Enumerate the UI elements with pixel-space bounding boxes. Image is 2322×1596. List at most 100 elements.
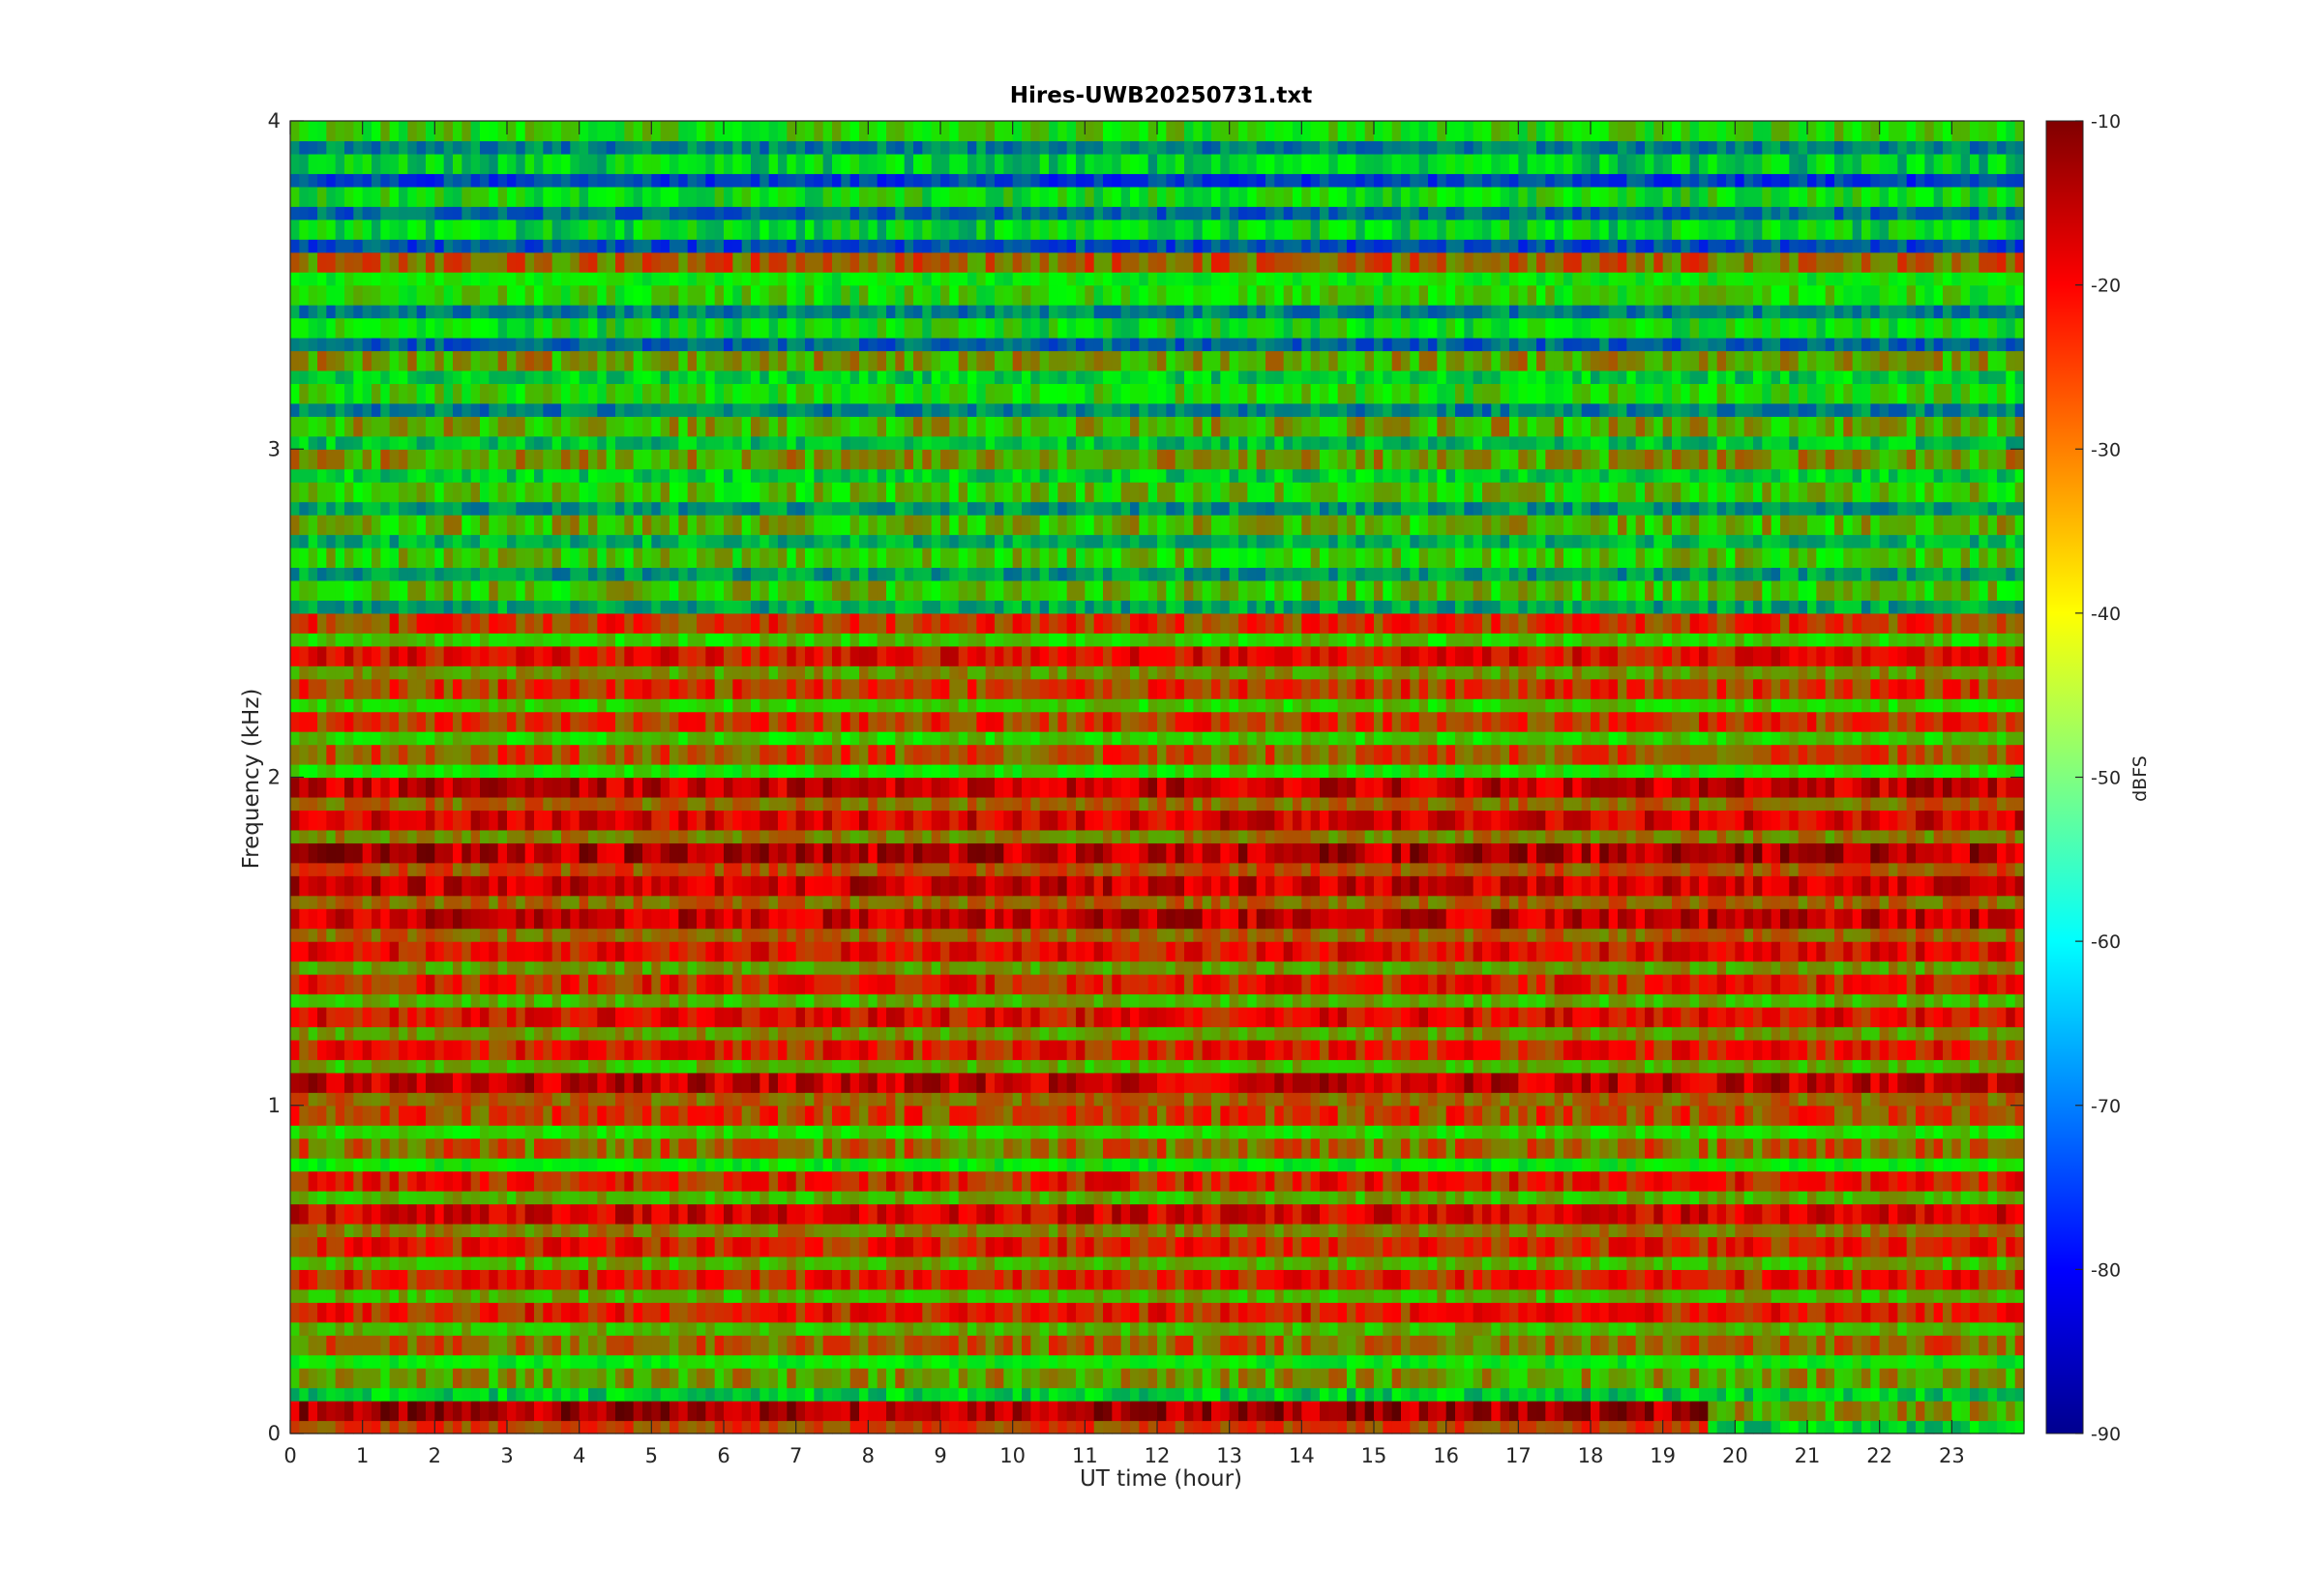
heatmap-cell bbox=[1987, 1059, 1998, 1074]
heatmap-cell bbox=[714, 1092, 725, 1107]
heatmap-cell bbox=[1563, 1388, 1573, 1402]
heatmap-cell bbox=[687, 1158, 698, 1172]
heatmap-cell bbox=[1130, 1092, 1140, 1107]
heatmap-cell bbox=[1184, 1191, 1194, 1205]
heatmap-cell bbox=[805, 1256, 815, 1270]
heatmap-cell bbox=[1591, 1224, 1600, 1238]
heatmap-cell bbox=[299, 1138, 310, 1160]
heatmap-cell bbox=[372, 1368, 381, 1389]
heatmap-cell bbox=[1482, 1125, 1492, 1139]
heatmap-cell bbox=[615, 1236, 625, 1258]
heatmap-cell bbox=[1943, 1256, 1952, 1270]
heatmap-cell bbox=[741, 1092, 752, 1107]
heatmap-cell bbox=[1681, 1072, 1691, 1094]
heatmap-cell bbox=[714, 1421, 725, 1434]
heatmap-cell bbox=[1789, 1059, 1800, 1074]
heatmap-cell bbox=[868, 1355, 878, 1369]
heatmap-cell bbox=[344, 1059, 354, 1074]
heatmap-cell bbox=[1401, 1401, 1411, 1422]
heatmap-cell bbox=[1193, 1236, 1204, 1258]
heatmap-cell bbox=[1599, 1302, 1610, 1323]
heatmap-cell bbox=[1563, 1072, 1573, 1094]
heatmap-cell bbox=[597, 1236, 608, 1258]
heatmap-cell bbox=[1247, 1368, 1258, 1389]
heatmap-cell bbox=[1591, 1006, 1600, 1028]
heatmap-cell bbox=[1716, 1302, 1727, 1323]
heatmap-cell bbox=[1030, 1355, 1041, 1369]
heatmap-cell bbox=[426, 1138, 435, 1160]
heatmap-cell bbox=[426, 1269, 435, 1291]
heatmap-cell bbox=[849, 1170, 860, 1193]
heatmap-cell bbox=[1464, 1059, 1474, 1074]
heatmap-cell bbox=[1653, 1191, 1664, 1205]
heatmap-cell bbox=[1012, 1355, 1023, 1369]
heatmap-cell bbox=[1265, 1092, 1275, 1107]
heatmap-cell bbox=[1012, 1039, 1023, 1061]
heatmap-cell bbox=[551, 1125, 562, 1139]
heatmap-cell bbox=[1482, 1335, 1492, 1356]
heatmap-cell bbox=[1039, 1322, 1050, 1336]
heatmap-cell bbox=[1301, 1191, 1312, 1205]
heatmap-cell bbox=[1410, 1269, 1420, 1291]
heatmap-cell bbox=[985, 1388, 996, 1402]
heatmap-cell bbox=[642, 1092, 652, 1107]
heatmap-cell bbox=[886, 1269, 896, 1291]
heatmap-cell bbox=[1003, 1092, 1014, 1107]
heatmap-cell bbox=[1238, 1269, 1248, 1291]
heatmap-cell bbox=[697, 1191, 706, 1205]
heatmap-cell bbox=[1391, 1059, 1402, 1074]
heatmap-cell bbox=[1301, 1256, 1312, 1270]
heatmap-cell bbox=[1401, 1191, 1411, 1205]
heatmap-cell bbox=[1834, 1355, 1844, 1369]
heatmap-cell bbox=[1301, 1072, 1312, 1094]
heatmap-cell bbox=[399, 1335, 408, 1356]
heatmap-cell bbox=[1418, 1027, 1429, 1041]
heatmap-cell bbox=[768, 1158, 779, 1172]
heatmap-cell bbox=[1039, 1105, 1050, 1127]
heatmap-cell bbox=[940, 1170, 950, 1193]
heatmap-cell bbox=[795, 1388, 806, 1402]
heatmap-cell bbox=[1924, 1059, 1935, 1074]
heatmap-cell bbox=[1852, 1368, 1862, 1389]
heatmap-cell bbox=[633, 1224, 643, 1238]
heatmap-cell bbox=[759, 1158, 770, 1172]
heatmap-cell bbox=[705, 1388, 716, 1402]
heatmap-cell bbox=[470, 1125, 481, 1139]
heatmap-cell bbox=[1066, 1072, 1077, 1094]
heatmap-cell bbox=[913, 1335, 923, 1356]
heatmap-cell bbox=[1066, 1027, 1077, 1041]
heatmap-cell bbox=[1889, 1138, 1898, 1160]
heatmap-cell bbox=[732, 1170, 743, 1193]
heatmap-cell bbox=[1391, 1105, 1402, 1127]
heatmap-cell bbox=[931, 1191, 941, 1205]
heatmap-cell bbox=[859, 1388, 869, 1402]
heatmap-cell bbox=[534, 1105, 544, 1127]
heatmap-cell bbox=[886, 1027, 896, 1041]
heatmap-cell bbox=[1364, 1027, 1375, 1041]
heatmap-cell bbox=[976, 1335, 987, 1356]
heatmap-cell bbox=[714, 1335, 725, 1356]
heatmap-cell bbox=[1906, 1125, 1917, 1139]
heatmap-cell bbox=[1916, 1125, 1925, 1139]
heatmap-layer bbox=[290, 121, 2025, 1434]
heatmap-cell bbox=[1861, 1027, 1871, 1041]
heatmap-cell bbox=[968, 1138, 977, 1160]
heatmap-cell bbox=[651, 1059, 662, 1074]
heatmap-cell bbox=[822, 1027, 833, 1041]
heatmap-cell bbox=[1238, 1125, 1248, 1139]
heatmap-cell bbox=[795, 1072, 806, 1094]
heatmap-cell bbox=[1220, 1355, 1231, 1369]
heatmap-cell bbox=[1735, 1039, 1745, 1061]
heatmap-cell bbox=[1139, 1322, 1149, 1336]
heatmap-cell bbox=[678, 1105, 689, 1127]
heatmap-cell bbox=[407, 1335, 418, 1356]
heatmap-cell bbox=[849, 1105, 860, 1127]
heatmap-cell bbox=[615, 1059, 625, 1074]
heatmap-cell bbox=[561, 1421, 571, 1434]
heatmap-cell bbox=[543, 1158, 553, 1172]
heatmap-cell bbox=[795, 1125, 806, 1139]
heatmap-cell bbox=[1193, 1191, 1204, 1205]
heatmap-cell bbox=[1202, 1191, 1212, 1205]
heatmap-cell bbox=[489, 1401, 499, 1422]
heatmap-cell bbox=[1293, 1388, 1302, 1402]
